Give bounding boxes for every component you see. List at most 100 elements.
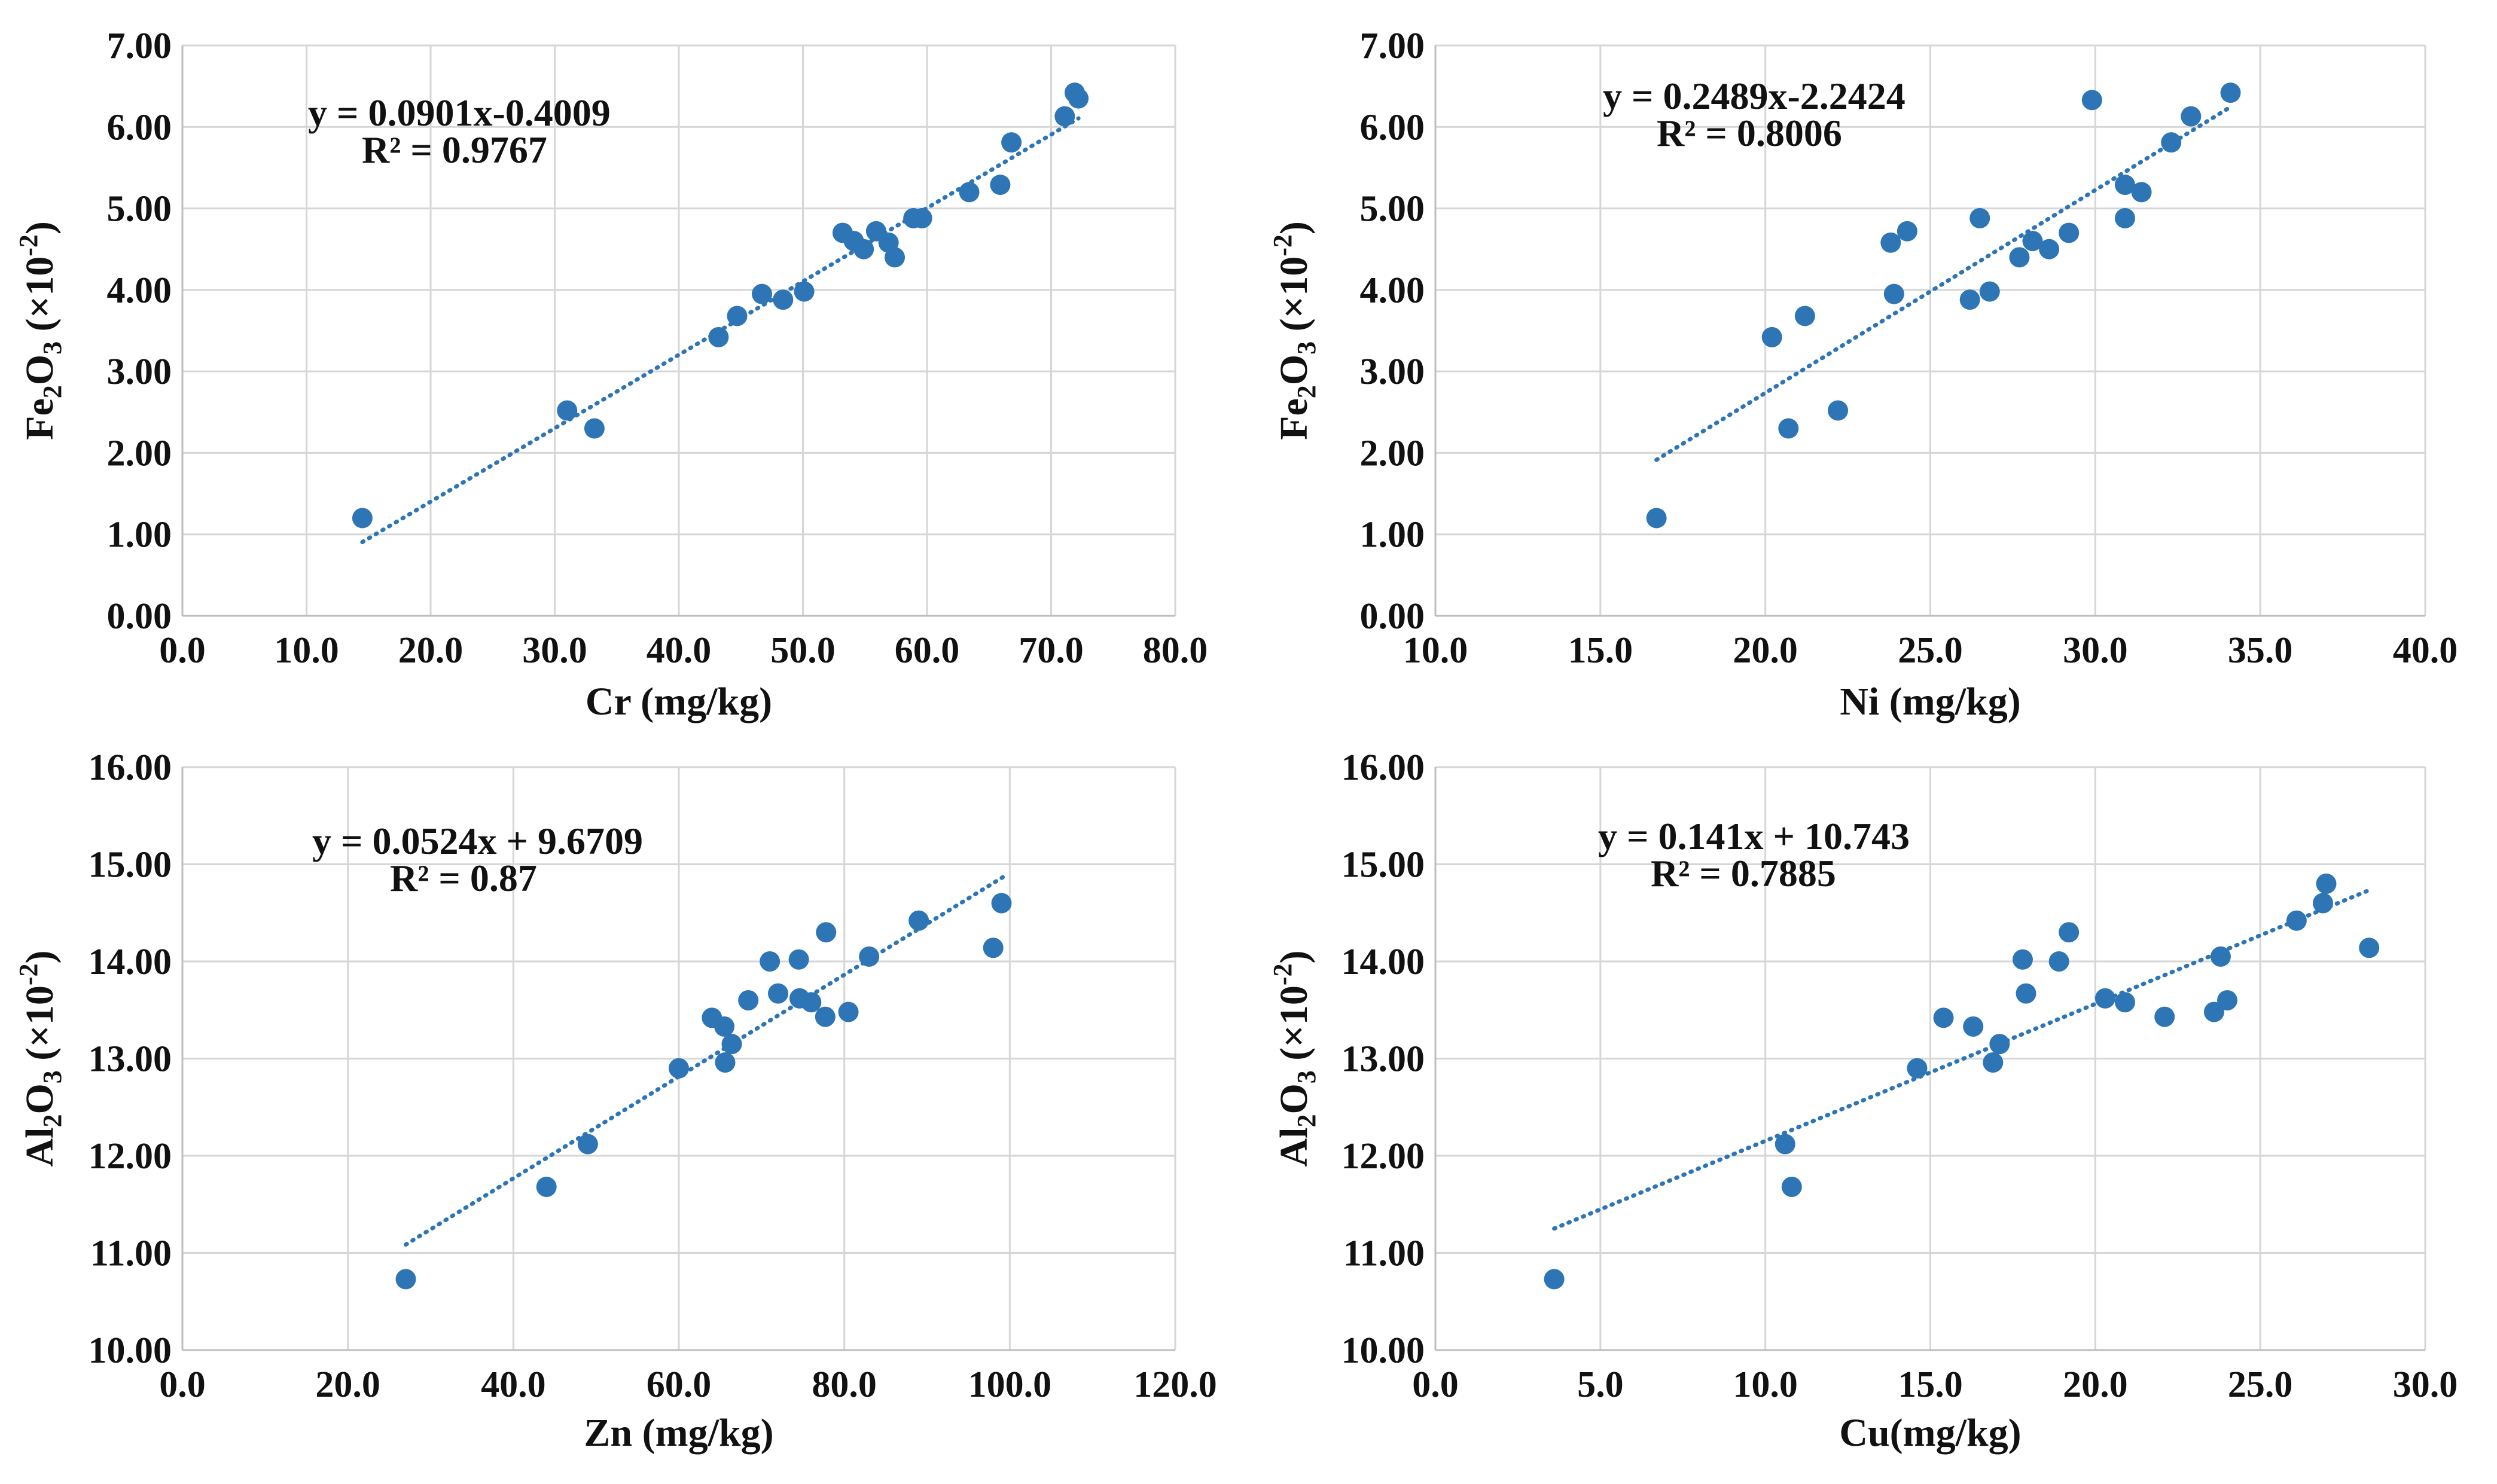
data-point [2114,992,2135,1013]
y-tick-label: 7.00 [1360,26,1425,66]
data-point [2059,922,2080,943]
x-tick-label: 0.0 [1412,1364,1459,1405]
x-tick-label: 20.0 [315,1364,380,1405]
data-point [352,508,373,529]
data-point [801,992,822,1013]
x-tick-label: 30.0 [522,630,587,671]
y-tick-label: 11.00 [90,1233,172,1274]
data-point [1544,1269,1565,1290]
data-point [708,326,729,347]
y-tick-label: 6.00 [1360,107,1425,148]
r-squared-label: R² = 0.9767 [362,129,547,171]
data-point [752,283,773,304]
data-point [1979,281,2000,302]
x-axis-title: Cu(mg/kg) [1839,1411,2021,1455]
x-tick-label: 80.0 [812,1364,877,1405]
trendline [1552,888,2371,1231]
data-point [1646,508,1667,529]
y-tick-label: 10.00 [1342,1330,1425,1371]
data-point [2059,222,2080,243]
data-point [2094,988,2115,1009]
y-tick-label: 2.00 [1360,433,1425,474]
y-tick-label: 5.00 [1360,189,1425,230]
data-point [2009,247,2030,268]
regression-equation: y = 0.0901x-0.4009 [308,91,611,134]
x-tick-label: 60.0 [895,630,960,671]
y-axis-title: Al2O3 (×10-2) [1268,950,1321,1167]
regression-equation: y = 0.141x + 10.743 [1598,815,1910,857]
data-point [2081,90,2102,111]
data-point [911,207,932,228]
x-tick-label: 25.0 [1898,630,1963,671]
x-tick-label: 15.0 [1568,630,1633,671]
data-point [815,1006,836,1027]
data-point [2312,893,2333,914]
data-point [2220,83,2241,103]
data-point [1068,88,1089,109]
x-tick-label: 50.0 [770,630,836,671]
trendline [360,116,1081,545]
data-point [1794,306,1815,326]
data-point [2161,132,2182,153]
y-tick-label: 14.00 [1342,942,1425,982]
regression-equation: y = 0.0524x + 9.6709 [312,820,643,862]
x-tick-label: 20.0 [398,630,464,671]
data-point [768,983,788,1004]
x-tick-label: 20.0 [2063,1364,2128,1405]
data-point [1963,1016,1984,1037]
y-tick-label: 12.00 [1342,1136,1425,1177]
data-point [773,289,794,310]
data-point [1969,207,1990,228]
x-axis-title: Zn (mg/kg) [584,1411,773,1455]
y-axis-title: Fe2O3 (×10-2) [14,221,67,440]
data-point [395,1269,416,1290]
data-point [2022,231,2043,252]
y-axis-title: Al2O3 (×10-2) [14,950,67,1167]
x-tick-label: 35.0 [2228,630,2293,671]
data-point [2316,874,2337,894]
y-tick-label: 7.00 [107,26,172,66]
data-point [794,281,815,302]
chart-panel-2: 10.0 15.0 20.0 25.0 30.0 35.0 40.0 0.00 1.00 2.00… [1268,26,2458,723]
data-point [738,990,759,1010]
y-tick-label: 16.00 [89,747,172,788]
y-tick-label: 10.00 [89,1330,172,1371]
data-point [990,175,1011,196]
data-point [1761,326,1782,347]
y-tick-label: 2.00 [107,433,172,474]
data-point [2210,946,2231,967]
data-point [2154,1006,2175,1027]
y-tick-label: 5.00 [107,189,172,230]
x-tick-label: 60.0 [647,1364,712,1405]
data-point [536,1177,557,1197]
data-point [557,400,578,421]
y-tick-label: 4.00 [1360,270,1425,311]
data-point [2016,983,2036,1004]
trendline [404,873,1008,1247]
data-point [584,418,605,439]
data-point [2048,951,2069,972]
trendline [1654,105,2233,462]
data-point [885,247,905,268]
x-tick-label: 0.0 [159,1364,206,1405]
data-point [959,182,980,203]
data-point [816,922,837,943]
data-point [2286,910,2307,931]
y-tick-label: 14.00 [89,942,172,982]
data-point [991,893,1012,914]
x-tick-label: 120.0 [1133,1364,1217,1405]
x-tick-label: 40.0 [481,1364,546,1405]
data-point [1001,132,1022,153]
data-point [908,910,929,931]
x-tick-label: 25.0 [2228,1364,2293,1405]
y-tick-label: 11.00 [1343,1233,1425,1274]
y-tick-label: 1.00 [107,515,172,555]
r-squared-label: R² = 0.87 [390,857,537,899]
data-point [715,1052,736,1073]
data-point [853,239,874,259]
data-point [1897,221,1917,242]
regression-equation: y = 0.2489x-2.2424 [1603,75,1905,117]
x-tick-label: 5.0 [1577,1364,1624,1405]
data-point [788,949,809,970]
data-point [1778,418,1799,439]
